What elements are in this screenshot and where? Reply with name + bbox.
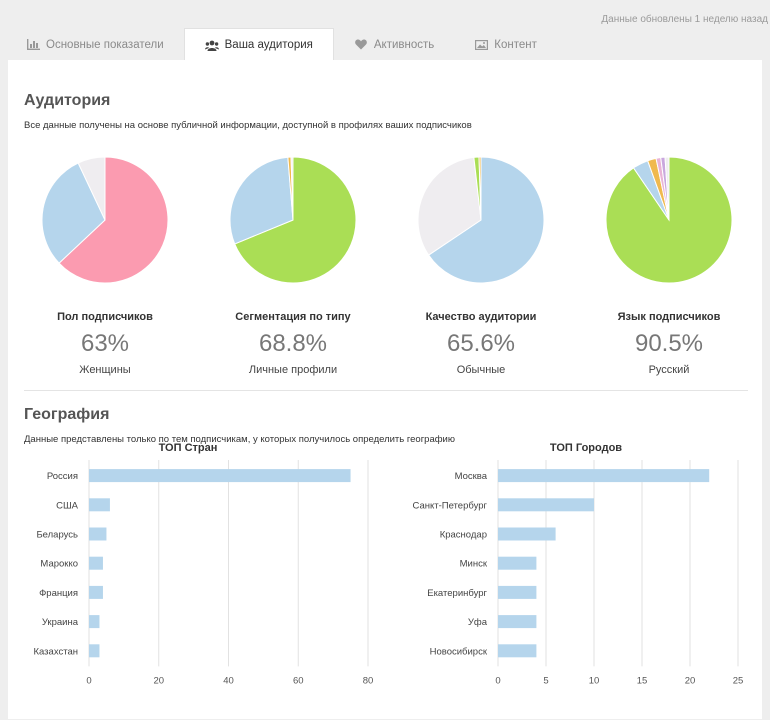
bar (89, 585, 103, 599)
audience-subtitle: Все данные получены на основе публичной … (24, 120, 472, 131)
pie-label: Качество аудитории (425, 311, 537, 323)
bar (89, 469, 351, 483)
heart-icon (354, 39, 368, 51)
pie-language: Язык подписчиков 90.5% Русский (579, 150, 759, 376)
audience-title: Аудитория (24, 92, 111, 109)
bar (89, 644, 100, 658)
pie-value: 68.8% (258, 330, 328, 357)
pie-value: 90.5% (634, 330, 704, 357)
bar (89, 527, 107, 541)
x-tick-label: 60 (293, 675, 304, 686)
pie-label: Сегментация по типу (235, 311, 351, 323)
pie-label: Пол подписчиков (57, 311, 153, 323)
category-label: Минск (460, 559, 488, 570)
users-icon (204, 39, 219, 51)
pie-slice-5 (664, 156, 670, 221)
x-tick-label: 20 (685, 675, 696, 686)
chart-title: ТОП Стран (158, 442, 218, 454)
tab-label: Контент (494, 38, 537, 51)
category-label: Россия (47, 471, 78, 482)
pie-slice-1 (41, 162, 106, 264)
category-label: Марокко (40, 559, 78, 570)
pie-segmentation: Сегментация по типу 68.8% Личные профили (203, 150, 383, 376)
bar-chart-svg: 0 20 40 60 80 Россия США Беларусь Марокко Франция… (33, 460, 374, 686)
tab-your-audience[interactable]: Ваша аудитория (183, 28, 334, 61)
section-divider (24, 390, 748, 391)
bar (498, 469, 710, 483)
x-tick-label: 0 (86, 675, 91, 686)
category-label: Уфа (468, 617, 488, 628)
pie-chart (41, 156, 169, 284)
bar (498, 527, 556, 541)
pie-slice-1 (417, 156, 482, 256)
category-label: Санкт-Петербург (412, 500, 487, 511)
pie-caption: Женщины (79, 364, 131, 376)
x-tick-label: 10 (589, 675, 600, 686)
bar (498, 615, 537, 629)
bar (89, 556, 103, 570)
tab-label: Ваша аудитория (224, 39, 313, 51)
x-tick-label: 80 (363, 675, 374, 686)
x-tick-label: 20 (153, 675, 164, 686)
pie-chart (605, 156, 733, 284)
pie-caption: Обычные (456, 364, 506, 376)
geography-title: География (24, 406, 110, 423)
bar-chart-svg: 0 5 10 15 20 25 Москва Санкт-Петербург Краснодар… (412, 460, 744, 686)
tab-main-metrics[interactable]: Основные показатели (8, 28, 184, 61)
tab-content[interactable]: Контент (454, 28, 557, 61)
pie-slice-0 (427, 156, 545, 284)
pie-value: 63% (80, 330, 130, 357)
pie-slice-3 (478, 156, 482, 221)
x-tick-label: 15 (637, 675, 648, 686)
bar (89, 615, 100, 629)
category-label: Новосибирск (430, 646, 488, 657)
pie-chart (229, 156, 357, 284)
category-label: Беларусь (36, 530, 78, 541)
category-label: Казахстан (33, 646, 78, 657)
chart-title: ТОП Городов (549, 442, 623, 454)
category-label: Москва (455, 471, 488, 482)
geography-subtitle: Данные представлены только по тем подпис… (24, 434, 455, 445)
top-countries-chart: ТОП Стран 0 20 40 60 80 Россия США Беларусь Маро… (8, 442, 378, 720)
bar (498, 644, 537, 658)
image-icon (474, 39, 488, 51)
tab-bar: Основные показатели Ваша аудитория Актив… (8, 28, 557, 61)
pie-chart (417, 156, 545, 284)
pie-slice-3 (290, 156, 294, 221)
pie-slice-2 (77, 156, 106, 221)
x-tick-label: 25 (733, 675, 744, 686)
category-label: США (56, 500, 79, 511)
category-label: Франция (39, 588, 78, 599)
x-tick-label: 0 (495, 675, 500, 686)
pie-value: 65.6% (446, 330, 516, 357)
tab-label: Основные показатели (46, 38, 164, 51)
pie-quality: Качество аудитории 65.6% Обычные (391, 150, 571, 376)
pie-slice-1 (229, 156, 294, 245)
bar (498, 498, 594, 512)
category-label: Украина (42, 617, 79, 628)
bar (498, 556, 537, 570)
bar (498, 585, 537, 599)
audience-panel: Аудитория Все данные получены на основе … (8, 60, 762, 719)
category-label: Краснодар (440, 530, 487, 541)
pie-gender: Пол подписчиков 63% Женщины (15, 150, 195, 376)
data-updated-notice: Данные обновлены 1 неделю назад (601, 14, 768, 25)
tab-activity[interactable]: Активность (334, 28, 454, 61)
pie-caption: Личные профили (248, 364, 338, 376)
category-label: Екатеринбург (427, 588, 487, 599)
x-tick-label: 5 (543, 675, 548, 686)
pie-slice-0 (58, 156, 169, 284)
bar (89, 498, 110, 512)
bar-chart-icon (26, 39, 40, 51)
pie-slice-0 (234, 156, 357, 284)
pie-label: Язык подписчиков (617, 311, 721, 323)
x-tick-label: 40 (223, 675, 234, 686)
tab-label: Активность (373, 38, 435, 51)
pie-caption: Русский (648, 364, 690, 376)
top-cities-chart: ТОП Городов 0 5 10 15 20 25 Москва Санкт-Петерб… (412, 442, 762, 720)
